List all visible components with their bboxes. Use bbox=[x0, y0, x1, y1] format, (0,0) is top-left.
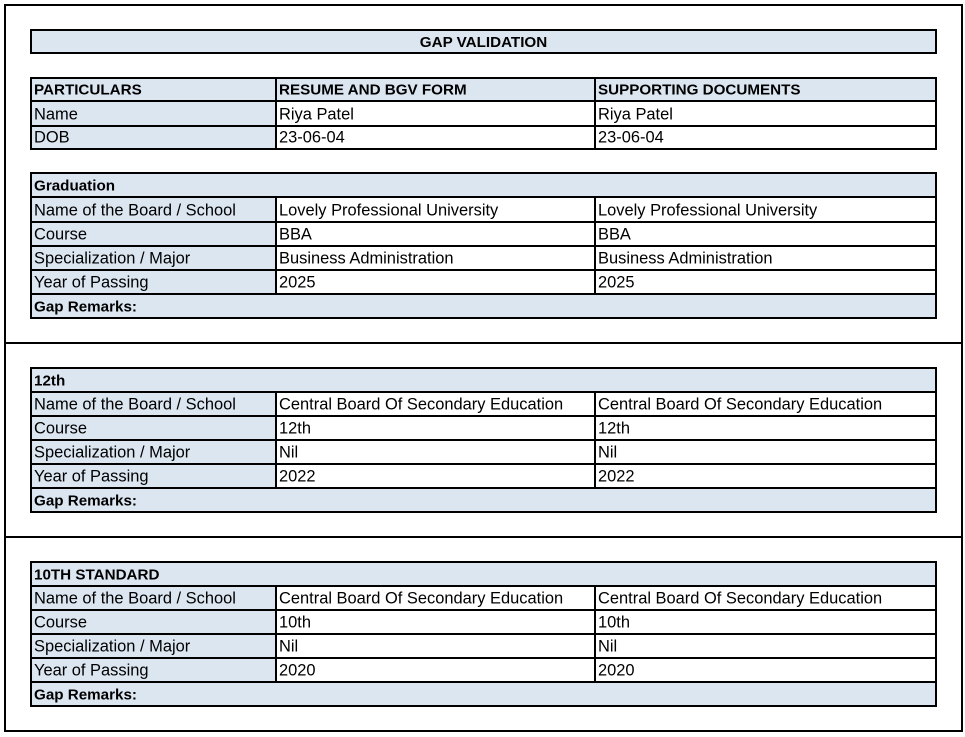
svg-text:Nil: Nil bbox=[598, 444, 617, 462]
svg-text:Year of Passing: Year of Passing bbox=[34, 274, 149, 292]
svg-text:Central Board Of Secondary Edu: Central Board Of Secondary Education bbox=[279, 396, 563, 414]
svg-text:12th: 12th bbox=[279, 420, 311, 438]
svg-text:Graduation: Graduation bbox=[34, 178, 115, 195]
svg-text:Riya Patel: Riya Patel bbox=[279, 106, 354, 124]
svg-text:2025: 2025 bbox=[598, 274, 635, 292]
svg-text:Name: Name bbox=[34, 106, 78, 124]
svg-text:Year of Passing: Year of Passing bbox=[34, 662, 149, 680]
svg-text:2020: 2020 bbox=[279, 662, 316, 680]
svg-text:10TH STANDARD: 10TH STANDARD bbox=[34, 567, 159, 584]
svg-text:Lovely Professional University: Lovely Professional University bbox=[279, 202, 499, 220]
svg-text:SUPPORTING DOCUMENTS: SUPPORTING DOCUMENTS bbox=[598, 82, 801, 99]
svg-text:Gap Remarks:: Gap Remarks: bbox=[34, 687, 137, 704]
svg-text:Name of the Board / School: Name of the Board / School bbox=[34, 396, 236, 414]
svg-text:Central Board Of Secondary Edu: Central Board Of Secondary Education bbox=[279, 590, 563, 608]
svg-text:10th: 10th bbox=[598, 614, 630, 632]
svg-text:Gap Remarks:: Gap Remarks: bbox=[34, 299, 137, 316]
svg-text:Nil: Nil bbox=[598, 638, 617, 656]
svg-text:Specialization / Major: Specialization / Major bbox=[34, 444, 191, 462]
svg-text:Lovely Professional University: Lovely Professional University bbox=[598, 202, 818, 220]
svg-text:Nil: Nil bbox=[279, 444, 298, 462]
svg-text:Riya Patel: Riya Patel bbox=[598, 106, 673, 124]
svg-text:12th: 12th bbox=[598, 420, 630, 438]
svg-text:Course: Course bbox=[34, 420, 87, 438]
svg-text:Course: Course bbox=[34, 226, 87, 244]
svg-text:Course: Course bbox=[34, 614, 87, 632]
svg-text:Year of Passing: Year of Passing bbox=[34, 468, 149, 486]
svg-text:PARTICULARS: PARTICULARS bbox=[34, 82, 142, 99]
svg-text:Specialization / Major: Specialization / Major bbox=[34, 250, 191, 268]
svg-text:Central Board Of Secondary Edu: Central Board Of Secondary Education bbox=[598, 396, 882, 414]
svg-text:Specialization / Major: Specialization / Major bbox=[34, 638, 191, 656]
svg-text:10th: 10th bbox=[279, 614, 311, 632]
svg-text:BBA: BBA bbox=[279, 226, 312, 244]
svg-text:2020: 2020 bbox=[598, 662, 635, 680]
svg-text:Nil: Nil bbox=[279, 638, 298, 656]
svg-text:2022: 2022 bbox=[279, 468, 316, 486]
svg-text:2025: 2025 bbox=[279, 274, 316, 292]
svg-text:RESUME AND BGV FORM: RESUME AND BGV FORM bbox=[279, 82, 467, 99]
svg-text:Gap Remarks:: Gap Remarks: bbox=[34, 493, 137, 510]
svg-text:DOB: DOB bbox=[34, 129, 70, 147]
svg-text:12th: 12th bbox=[34, 373, 65, 390]
svg-text:GAP VALIDATION: GAP VALIDATION bbox=[420, 34, 547, 51]
svg-text:Business Administration: Business Administration bbox=[279, 250, 454, 268]
svg-text:Business Administration: Business Administration bbox=[598, 250, 773, 268]
svg-text:23-06-04: 23-06-04 bbox=[279, 129, 345, 147]
svg-text:Central Board Of Secondary Edu: Central Board Of Secondary Education bbox=[598, 590, 882, 608]
svg-text:23-06-04: 23-06-04 bbox=[598, 129, 664, 147]
svg-text:Name of the Board / School: Name of the Board / School bbox=[34, 590, 236, 608]
svg-text:2022: 2022 bbox=[598, 468, 635, 486]
svg-text:BBA: BBA bbox=[598, 226, 631, 244]
svg-text:Name of the Board / School: Name of the Board / School bbox=[34, 202, 236, 220]
